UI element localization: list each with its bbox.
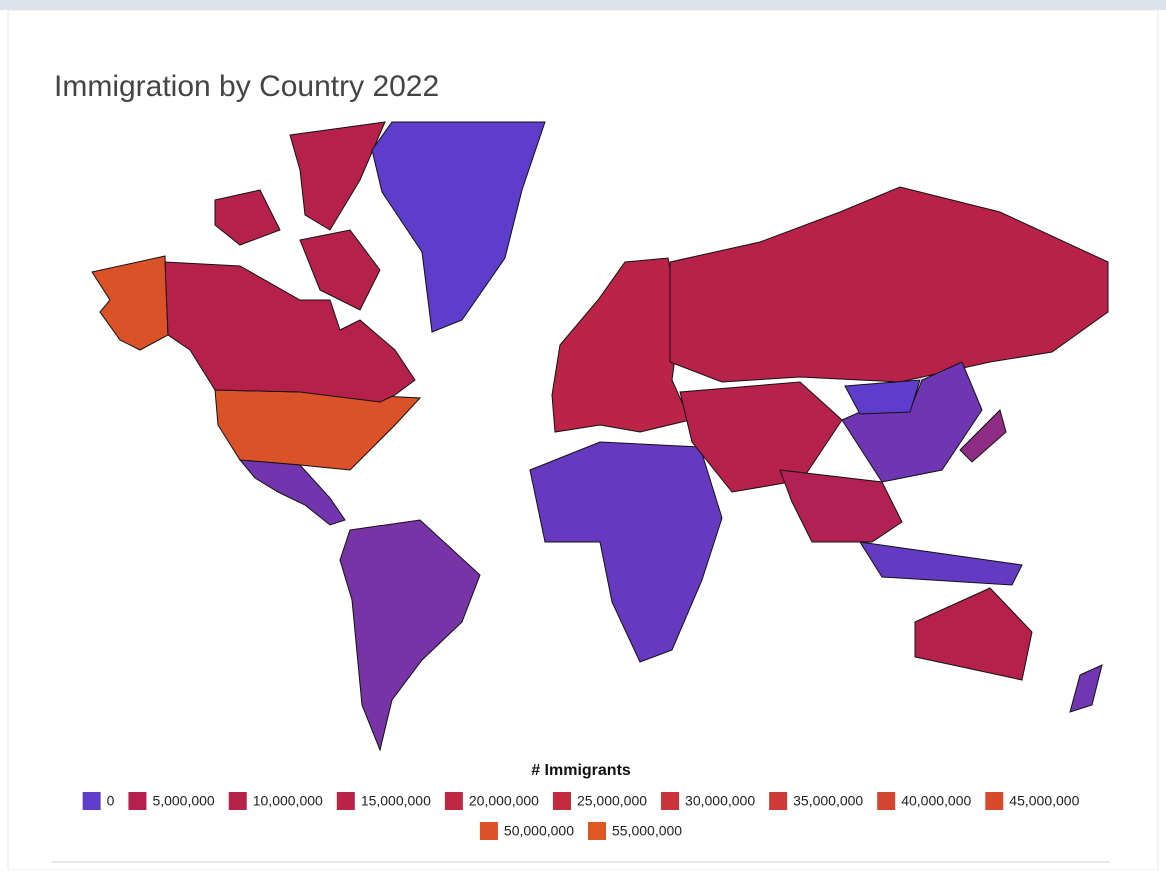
legend-item: 5,000,000 [128,792,215,810]
region [371,121,546,333]
region [339,519,481,752]
legend-title: # Immigrants [531,762,631,779]
region [214,189,281,246]
region [779,469,903,543]
region [669,186,1109,383]
legend-item: 35,000,000 [769,792,863,810]
legend-label: 15,000,000 [361,793,431,809]
legend-label: 45,000,000 [1009,793,1079,809]
region [1069,664,1103,713]
legend-swatch [128,792,147,810]
region [529,441,723,663]
legend-swatch [444,792,463,810]
region [859,541,1023,586]
chart-title: Immigration by Country 2022 [54,70,439,103]
region [238,459,346,526]
legend-swatch [552,792,571,810]
card [7,9,1159,871]
legend-item: 25,000,000 [552,792,647,810]
legend-item: 50,000,000 [479,822,574,840]
legend: 0 5,000,000 10,000,000 15,000,000 20,000,000… [82,792,1080,840]
region [914,587,1033,681]
legend-item: 40,000,000 [877,792,971,810]
legend-item: 55,000,000 [588,822,682,840]
legend-swatch [877,792,896,810]
legend-item: 20,000,000 [444,792,539,810]
legend-swatch [769,792,788,810]
region [551,257,691,433]
legend-item: 45,000,000 [985,792,1080,810]
legend-label: 35,000,000 [793,793,863,809]
region [164,261,416,403]
legend-label: 55,000,000 [612,823,682,839]
map [91,121,1109,752]
region [844,379,921,415]
legend-label: 20,000,000 [469,793,539,809]
legend-item: 10,000,000 [228,792,323,810]
top-bar [0,0,1166,10]
region [959,409,1007,463]
legend-swatch [82,792,101,810]
legend-swatch [228,792,247,810]
legend-label: 30,000,000 [685,793,755,809]
legend-label: 10,000,000 [253,793,323,809]
legend-item: 30,000,000 [661,792,755,810]
legend-item: 0 [82,792,115,810]
legend-swatch [336,792,355,810]
legend-swatch [985,792,1004,810]
legend-swatch [661,792,680,810]
legend-label: 40,000,000 [901,793,971,809]
region [299,229,381,311]
legend-swatch [479,822,498,840]
legend-label: 5,000,000 [152,793,214,809]
legend-label: 25,000,000 [577,793,647,809]
legend-swatch [588,822,606,840]
legend-label: 0 [107,793,115,809]
legend-label: 50,000,000 [504,823,574,839]
region [289,121,386,231]
legend-item: 15,000,000 [336,792,431,810]
